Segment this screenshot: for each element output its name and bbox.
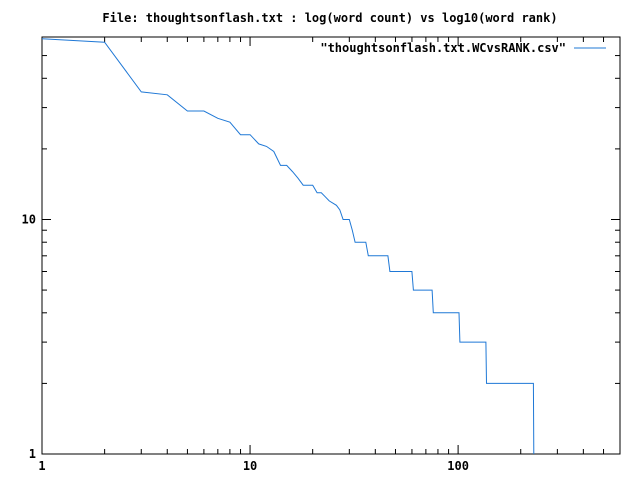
plot-frame — [41, 36, 621, 455]
chart-title: File: thoughtsonflash.txt : log(word cou… — [102, 11, 557, 25]
axis-ticks: 1 10 100 1 10 — [22, 36, 621, 473]
series-line — [41, 38, 535, 455]
y-tick-label: 1 — [29, 447, 36, 461]
legend: "thoughtsonflash.txt.WCvsRANK.csv" — [320, 41, 606, 55]
x-tick-label: 10 — [243, 459, 257, 473]
x-tick-label: 1 — [38, 459, 45, 473]
series-layer — [41, 38, 535, 455]
legend-label: "thoughtsonflash.txt.WCvsRANK.csv" — [320, 41, 566, 55]
y-tick-label: 10 — [22, 212, 36, 226]
x-tick-label: 100 — [447, 459, 469, 473]
